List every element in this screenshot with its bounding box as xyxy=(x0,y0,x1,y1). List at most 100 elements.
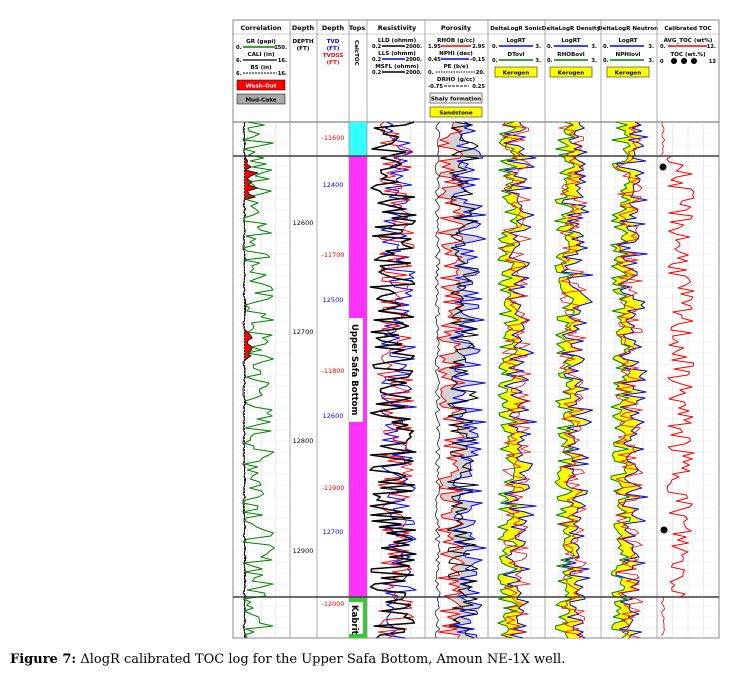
delta-curve xyxy=(614,121,644,639)
nphi-scale-max: -0.15 xyxy=(470,57,485,63)
toc-sample-point xyxy=(660,526,668,534)
cali-curve xyxy=(242,121,259,639)
figure-caption: Figure 7: ΔlogR calibrated TOC log for t… xyxy=(10,652,730,667)
gr-scale-min: 0. xyxy=(236,45,242,51)
sonic-kerogen-swatch xyxy=(494,66,538,78)
sonic-ovl-name: DTovl xyxy=(507,52,524,58)
gr-curve-name: GR (gapi) xyxy=(246,39,276,45)
lld-curve-name: LLD (ohmm) xyxy=(378,38,417,44)
toc-legend-dot-3 xyxy=(691,58,697,64)
kerogen-fill xyxy=(497,122,537,638)
washout-fill xyxy=(244,122,259,638)
caption-label: Figure 7: xyxy=(10,652,77,667)
track-title-correlation: Correlation xyxy=(240,24,281,32)
msfl-scale-max: 2000. xyxy=(406,70,422,76)
lls-scale-min: 0.2 xyxy=(372,57,382,63)
neutron-ovl-min: 0. xyxy=(603,58,609,64)
tvd-depth-labels: 12400 12500 12600 12700 xyxy=(323,181,344,536)
track-title-toc: Calibrated TOC xyxy=(664,26,711,32)
track-title-depth-md: Depth xyxy=(292,24,315,32)
neutron-logrt-min: 0. xyxy=(603,44,609,50)
track-title-neutron: DeltaLogR Neutron xyxy=(598,26,658,32)
density-logrt-max: 3. xyxy=(591,44,597,50)
tvdss-depth-labels: -11600 -11700 -11800 -11900 -12000 xyxy=(321,134,344,608)
tvd-label-12400: 12400 xyxy=(323,181,344,189)
mudcake-legend-label: Mud-Cake xyxy=(245,98,276,104)
pe-curve-name: PE (b/e) xyxy=(444,64,469,70)
density-logrt-name: LogRT xyxy=(561,38,580,44)
track-title-density: DeltaLogR Density xyxy=(542,26,601,32)
lld-scale-min: 0.2 xyxy=(372,44,382,50)
lld-curve xyxy=(369,121,417,639)
lls-curve-name: LLS (ohmm) xyxy=(378,51,416,57)
depth-md-header-1: DEPTH xyxy=(292,39,313,45)
caption-text: ΔlogR calibrated TOC log for the Upper S… xyxy=(76,652,566,667)
sandstone-legend-label: Sandstone xyxy=(439,111,473,117)
tops-calctoc-label: CalcTOC xyxy=(353,40,359,66)
avg-toc-name: AVG_TOC (wt%) xyxy=(664,38,713,44)
lld-scale-max: 2000. xyxy=(406,44,422,50)
tvdss-label-11700: -11700 xyxy=(321,251,344,259)
delta-curve xyxy=(558,121,588,639)
washout-legend-label: Wash-Out xyxy=(246,84,277,90)
pe-curve xyxy=(446,121,479,639)
avg-toc-min: 0. xyxy=(660,44,666,50)
rhob-scale-min: 1.95 xyxy=(428,44,441,50)
bs-scale-max: 16. xyxy=(278,71,287,77)
sonic-logrt-name: LogRT xyxy=(506,38,525,44)
depth-md-header-2: (FT) xyxy=(297,46,310,52)
density-kerogen-swatch xyxy=(549,66,593,78)
shaly-legend-label: Shaly formation xyxy=(431,97,481,103)
density-logrt-min: 0. xyxy=(547,44,553,50)
toc-legend-dot-1 xyxy=(671,58,677,64)
avg-toc-curve xyxy=(666,155,695,598)
cyan-interval xyxy=(349,122,367,156)
tvdss-label-11800: -11800 xyxy=(321,367,344,375)
lls-scale-max: 2000. xyxy=(406,57,422,63)
upper-safa-label-box xyxy=(349,318,363,422)
cali-scale-max: 16. xyxy=(278,58,287,64)
cali-scale-min: 6. xyxy=(236,58,242,64)
shaly-legend-swatch xyxy=(429,92,483,104)
sonic-ovl-max: 3. xyxy=(535,58,541,64)
kerogen-fill xyxy=(610,122,648,638)
upper-safa-label: Upper Safa Bottom xyxy=(349,324,359,416)
tvd-label-12500: 12500 xyxy=(323,296,344,304)
tvdss-header: TVDSS xyxy=(323,53,344,59)
mudcake-legend-swatch xyxy=(236,93,286,105)
sandstone-legend-swatch xyxy=(429,106,483,118)
nphi-scale-min: 0.45 xyxy=(428,57,441,63)
toc-points-min: 0 xyxy=(660,59,664,65)
tvdss-unit: (FT) xyxy=(327,60,340,66)
neutron-ovl-name: NPHIovl xyxy=(616,52,641,58)
log-curves xyxy=(242,121,695,639)
washout-legend-swatch xyxy=(236,79,286,91)
nphi-curve xyxy=(449,121,487,639)
kerogen-fill xyxy=(554,122,593,638)
track-title-resistivity: Resistivity xyxy=(378,24,417,32)
drho-scale-min: -0.75 xyxy=(428,84,443,90)
drho-curve-name: DRHO (g/cc) xyxy=(437,77,476,83)
toc-points-name: TOC (wt.%) xyxy=(670,52,706,58)
delta-curve xyxy=(501,121,532,639)
cali-curve-name: CALI (in) xyxy=(247,52,274,58)
sonic-logrt-max: 3. xyxy=(535,44,541,50)
neutron-ovl-max: 3. xyxy=(648,58,654,64)
md-depth-labels: 12600 12700 12800 12900 xyxy=(293,219,314,555)
msfl-scale-min: 0.2 xyxy=(372,70,382,76)
density-ovl-max: 3. xyxy=(591,58,597,64)
toc-sample-point xyxy=(659,163,667,171)
bs-scale-min: 6. xyxy=(236,71,242,77)
header-panel: Correlation Depth Depth Tops Resistivity… xyxy=(233,24,719,598)
drho-scale-max: 0.25 xyxy=(472,84,485,90)
pe-scale-max: 20. xyxy=(476,70,485,76)
avg-toc-curve-lower xyxy=(661,596,665,637)
tvdss-label-12000: -12000 xyxy=(321,600,344,608)
sonic-logrt-min: 0. xyxy=(492,44,498,50)
neutron-logrt-name: LogRT xyxy=(618,38,637,44)
sonic-ovl-min: 0. xyxy=(492,58,498,64)
track-title-porosity: Porosity xyxy=(441,24,472,32)
rhob-curve-name: RHOB (g/cc) xyxy=(437,38,475,44)
sonic-kerogen-label: Kerogen xyxy=(503,71,529,77)
